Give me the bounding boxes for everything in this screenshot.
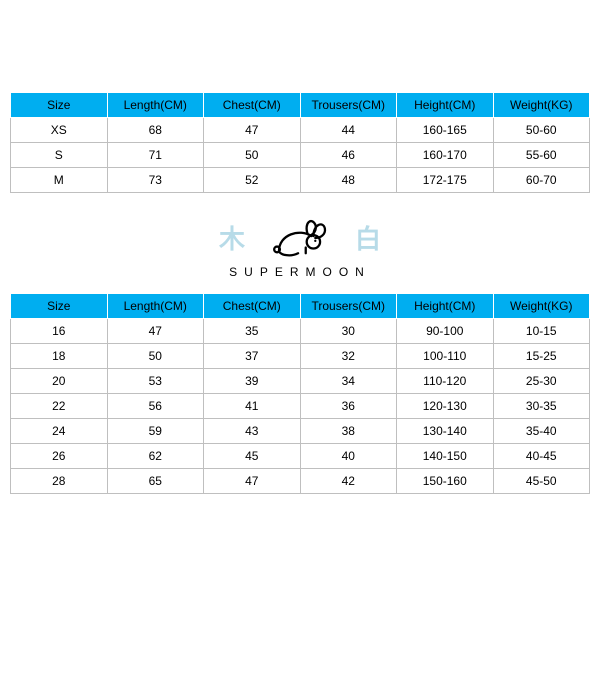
cell: 62 — [107, 444, 204, 469]
cell: 52 — [204, 168, 301, 193]
cell: 28 — [11, 469, 108, 494]
brand-name: SUPERMOON — [10, 265, 590, 279]
table-row: 26 62 45 40 140-150 40-45 — [11, 444, 590, 469]
cell: 50-60 — [493, 118, 590, 143]
col-chest: Chest(CM) — [204, 93, 301, 118]
cell: 65 — [107, 469, 204, 494]
table-row: 16 47 35 30 90-100 10-15 — [11, 319, 590, 344]
cell: 73 — [107, 168, 204, 193]
cell: XS — [11, 118, 108, 143]
col-length: Length(CM) — [107, 294, 204, 319]
cell: M — [11, 168, 108, 193]
table-row: 18 50 37 32 100-110 15-25 — [11, 344, 590, 369]
cell: 16 — [11, 319, 108, 344]
kids-size-table: Size Length(CM) Chest(CM) Trousers(CM) H… — [10, 293, 590, 494]
col-height: Height(CM) — [397, 93, 494, 118]
cell: 48 — [300, 168, 397, 193]
cell: 55-60 — [493, 143, 590, 168]
cell: 32 — [300, 344, 397, 369]
cell: 50 — [107, 344, 204, 369]
cell: 41 — [204, 394, 301, 419]
cell: 26 — [11, 444, 108, 469]
rabbit-icon — [271, 215, 329, 259]
cell: 56 — [107, 394, 204, 419]
cell: 30-35 — [493, 394, 590, 419]
cell: 40 — [300, 444, 397, 469]
cell: 53 — [107, 369, 204, 394]
brand-row: 木 — [10, 215, 590, 259]
col-weight: Weight(KG) — [493, 93, 590, 118]
cell: 36 — [300, 394, 397, 419]
col-weight: Weight(KG) — [493, 294, 590, 319]
adult-size-table: Size Length(CM) Chest(CM) Trousers(CM) H… — [10, 92, 590, 193]
cell: 110-120 — [397, 369, 494, 394]
col-trousers: Trousers(CM) — [300, 93, 397, 118]
cell: 160-165 — [397, 118, 494, 143]
table-row: XS 68 47 44 160-165 50-60 — [11, 118, 590, 143]
cell: 160-170 — [397, 143, 494, 168]
cell: 47 — [204, 469, 301, 494]
cell: 71 — [107, 143, 204, 168]
cell: 20 — [11, 369, 108, 394]
cell: 130-140 — [397, 419, 494, 444]
table-row: 22 56 41 36 120-130 30-35 — [11, 394, 590, 419]
table-row: 20 53 39 34 110-120 25-30 — [11, 369, 590, 394]
cell: 45-50 — [493, 469, 590, 494]
size-chart-page: Size Length(CM) Chest(CM) Trousers(CM) H… — [0, 92, 600, 692]
cell: 150-160 — [397, 469, 494, 494]
table-row: M 73 52 48 172-175 60-70 — [11, 168, 590, 193]
cell: 40-45 — [493, 444, 590, 469]
cell: 34 — [300, 369, 397, 394]
col-size: Size — [11, 93, 108, 118]
cell: 15-25 — [493, 344, 590, 369]
cell: 172-175 — [397, 168, 494, 193]
cell: 44 — [300, 118, 397, 143]
cell: 37 — [204, 344, 301, 369]
table-header-row: Size Length(CM) Chest(CM) Trousers(CM) H… — [11, 93, 590, 118]
cell: 47 — [204, 118, 301, 143]
cell: 30 — [300, 319, 397, 344]
col-height: Height(CM) — [397, 294, 494, 319]
cell: 140-150 — [397, 444, 494, 469]
cell: 60-70 — [493, 168, 590, 193]
cell: 59 — [107, 419, 204, 444]
brand-right-char: 白 — [355, 219, 381, 256]
brand-left-char: 木 — [219, 219, 245, 256]
cell: S — [11, 143, 108, 168]
cell: 50 — [204, 143, 301, 168]
table-row: S 71 50 46 160-170 55-60 — [11, 143, 590, 168]
cell: 39 — [204, 369, 301, 394]
cell: 24 — [11, 419, 108, 444]
cell: 22 — [11, 394, 108, 419]
cell: 35 — [204, 319, 301, 344]
cell: 120-130 — [397, 394, 494, 419]
table-header-row: Size Length(CM) Chest(CM) Trousers(CM) H… — [11, 294, 590, 319]
cell: 68 — [107, 118, 204, 143]
cell: 42 — [300, 469, 397, 494]
cell: 45 — [204, 444, 301, 469]
cell: 38 — [300, 419, 397, 444]
cell: 25-30 — [493, 369, 590, 394]
table-row: 24 59 43 38 130-140 35-40 — [11, 419, 590, 444]
col-chest: Chest(CM) — [204, 294, 301, 319]
cell: 10-15 — [493, 319, 590, 344]
cell: 43 — [204, 419, 301, 444]
col-length: Length(CM) — [107, 93, 204, 118]
cell: 90-100 — [397, 319, 494, 344]
cell: 35-40 — [493, 419, 590, 444]
cell: 100-110 — [397, 344, 494, 369]
table-row: 28 65 47 42 150-160 45-50 — [11, 469, 590, 494]
col-size: Size — [11, 294, 108, 319]
col-trousers: Trousers(CM) — [300, 294, 397, 319]
cell: 18 — [11, 344, 108, 369]
cell: 46 — [300, 143, 397, 168]
brand-block: 木 — [10, 193, 590, 293]
cell: 47 — [107, 319, 204, 344]
